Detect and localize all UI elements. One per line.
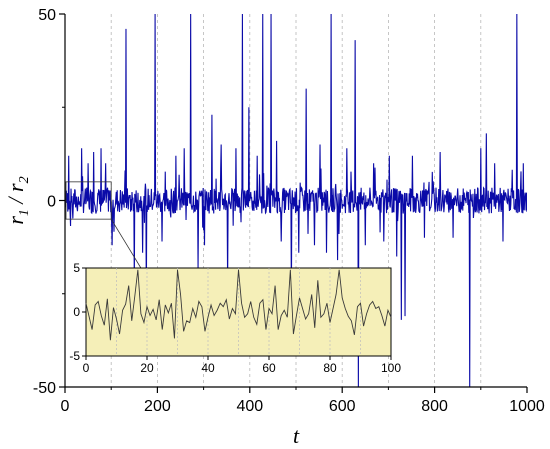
inset-series-line <box>85 269 392 341</box>
inset-y-tick-label: -5 <box>69 349 80 363</box>
x-tick-label: 0 <box>61 398 70 415</box>
x-axis-title: t <box>293 423 300 448</box>
x-tick-label: 800 <box>421 398 448 415</box>
x-tick-label: 200 <box>144 398 171 415</box>
y-axis-title-part: / r <box>3 183 28 209</box>
inset-x-tick-label: 40 <box>201 361 215 375</box>
inset-x-tick-label: 60 <box>262 361 276 375</box>
inset-x-tick-label: 100 <box>381 361 401 375</box>
inset-x-tick-label: 20 <box>140 361 154 375</box>
inset-y-tick-label: 5 <box>73 261 80 275</box>
y-tick-label: -50 <box>33 380 56 397</box>
y-axis-title-subscript: 2 <box>17 176 32 183</box>
y-axis-title: r1 / r2 <box>3 176 32 224</box>
inset-x-tick-label: 0 <box>83 361 90 375</box>
series-line <box>65 14 527 387</box>
x-tick-label: 600 <box>329 398 356 415</box>
y-tick-label: 50 <box>38 7 56 24</box>
y-tick-label: 0 <box>47 194 56 211</box>
x-tick-label: 400 <box>236 398 263 415</box>
y-axis-title-part: r <box>3 216 28 225</box>
y-axis-title-subscript: 1 <box>17 209 32 216</box>
zoom-marker <box>65 181 112 220</box>
inset-y-tick-label: 0 <box>73 305 80 319</box>
x-tick-label: 1000 <box>509 398 545 415</box>
inset-x-tick-label: 80 <box>323 361 337 375</box>
zoom-connector <box>110 218 142 269</box>
